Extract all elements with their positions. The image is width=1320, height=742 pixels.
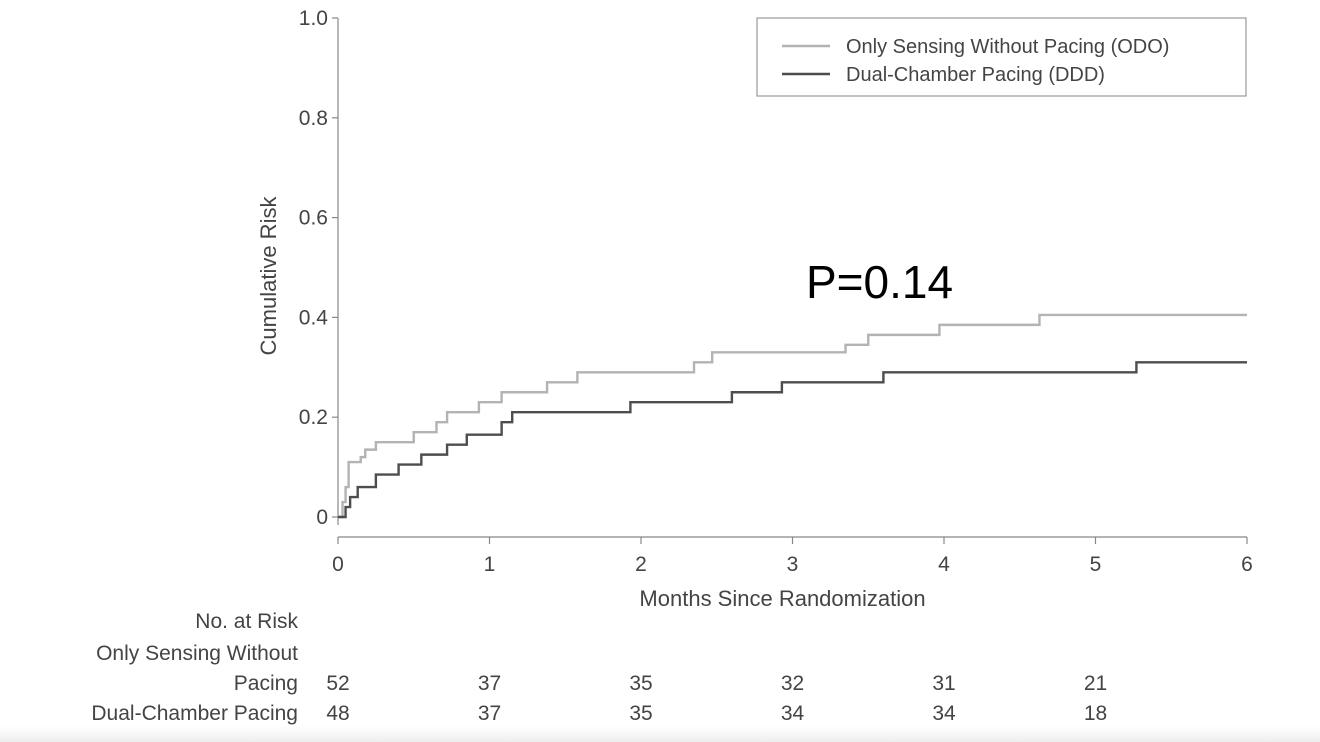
- y-axis-label: Cumulative Risk: [256, 196, 281, 356]
- risk-value: 35: [629, 672, 652, 695]
- bottom-fade: [0, 726, 1320, 742]
- risk-value: 34: [781, 702, 805, 725]
- x-tick-label: 3: [787, 553, 799, 576]
- x-tick-label: 1: [484, 553, 496, 576]
- legend-label-2: Dual-Chamber Pacing (DDD): [846, 64, 1105, 86]
- risk-value: 18: [1084, 702, 1107, 725]
- x-tick-label: 6: [1241, 553, 1253, 576]
- x-tick-label: 5: [1090, 553, 1102, 576]
- risk-value: 48: [326, 702, 349, 725]
- risk-value: 31: [932, 672, 955, 695]
- y-tick-label: 0: [316, 506, 328, 529]
- risk-value: 37: [478, 672, 501, 695]
- legend-label-1: Only Sensing Without Pacing (ODO): [846, 36, 1169, 58]
- series-line-2: [338, 361, 1247, 519]
- risk-value: 35: [629, 702, 652, 725]
- risk-row-label: Pacing: [234, 672, 298, 695]
- x-axis-label: Months Since Randomization: [639, 586, 925, 611]
- risk-value: 21: [1084, 672, 1107, 695]
- series-line-1: [338, 313, 1247, 519]
- y-tick-label: 0.2: [299, 406, 328, 429]
- risk-row-label: Only Sensing Without: [96, 642, 298, 665]
- risk-value: 37: [478, 702, 501, 725]
- risk-value: 52: [326, 672, 349, 695]
- risk-row-label: Dual-Chamber Pacing: [91, 702, 298, 725]
- y-tick-label: 1.0: [299, 7, 328, 30]
- x-tick-label: 2: [635, 553, 647, 576]
- y-tick-label: 0.4: [299, 306, 329, 329]
- y-tick-label: 0.8: [299, 107, 328, 130]
- risk-table-title: No. at Risk: [195, 610, 298, 633]
- x-tick-label: 4: [938, 553, 950, 576]
- y-tick-label: 0.6: [299, 207, 328, 230]
- risk-value: 34: [932, 702, 956, 725]
- p-value-annotation: P=0.14: [806, 256, 953, 308]
- legend-box: [756, 17, 1247, 97]
- risk-value: 32: [781, 672, 804, 695]
- x-tick-label: 0: [332, 553, 344, 576]
